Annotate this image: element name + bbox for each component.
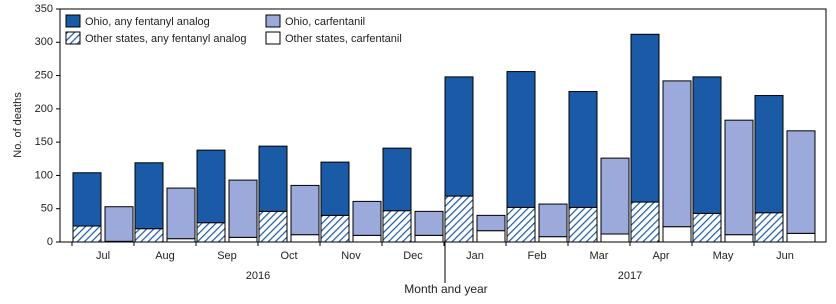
- x-tick-label: May: [713, 250, 734, 262]
- bar-segment: [258, 145, 288, 212]
- legend-label: Other states, any fentanyl analog: [85, 33, 246, 45]
- y-tick-label: 0: [47, 236, 53, 248]
- bar-segment: [258, 210, 288, 243]
- bar-segment: [352, 200, 382, 236]
- bar-segment: [134, 162, 164, 230]
- bar-segment: [600, 157, 630, 235]
- x-tick-label: Apr: [652, 250, 669, 262]
- bar-segment: [662, 226, 692, 243]
- bar-segment: [506, 71, 536, 208]
- bar-segment: [196, 149, 226, 224]
- bar-segment: [320, 161, 350, 216]
- x-tick-label: Aug: [155, 250, 175, 262]
- bar-segment: [104, 206, 134, 242]
- legend-swatch: [65, 31, 81, 45]
- y-tick-label: 200: [35, 103, 53, 115]
- bar-segment: [382, 147, 412, 212]
- y-tick-label: 100: [35, 169, 53, 181]
- x-tick-label: Oct: [280, 250, 297, 262]
- y-tick-label: 350: [35, 3, 53, 15]
- bar-segment: [692, 76, 722, 214]
- x-tick-label: Mar: [590, 250, 609, 262]
- bar-segment: [72, 172, 102, 227]
- bar-segment: [134, 228, 164, 243]
- bar-segment: [476, 214, 506, 232]
- bar-segment: [444, 195, 474, 243]
- x-tick-label: Nov: [341, 250, 361, 262]
- bar-segment: [414, 234, 444, 243]
- bar-segment: [754, 95, 784, 214]
- bar-segment: [754, 212, 784, 243]
- bar-segment: [786, 130, 816, 234]
- y-tick-label: 300: [35, 36, 53, 48]
- bar-segment: [600, 233, 630, 243]
- bar-segment: [724, 119, 754, 236]
- bar-segment: [444, 76, 474, 197]
- y-tick-label: 50: [41, 203, 53, 215]
- x-tick-label: Sep: [217, 250, 237, 262]
- bar-segment: [786, 232, 816, 243]
- bar-segment: [352, 234, 382, 243]
- legend-label: Ohio, any fentanyl analog: [85, 16, 210, 28]
- bar-segment: [538, 203, 568, 238]
- bar-segment: [568, 206, 598, 243]
- legend-swatch: [265, 14, 281, 28]
- bar-segment: [320, 214, 350, 243]
- x-tick-label: Dec: [403, 250, 423, 262]
- bar-segment: [72, 225, 102, 243]
- bar-segment: [414, 210, 444, 236]
- bar-segment: [196, 222, 226, 243]
- bar-segment: [506, 206, 536, 243]
- legend-label: Ohio, carfentanil: [285, 16, 365, 28]
- bar-segment: [166, 187, 196, 240]
- y-tick-label: 250: [35, 69, 53, 81]
- x-tick-label: Jun: [776, 250, 794, 262]
- year-label: 2017: [618, 270, 642, 282]
- legend-swatch: [265, 31, 281, 45]
- bar-segment: [228, 179, 258, 238]
- bar-segment: [228, 236, 258, 243]
- legend-swatch: [65, 14, 81, 28]
- bar-segment: [382, 210, 412, 243]
- x-tick-label: Feb: [528, 250, 547, 262]
- x-tick-label: Jul: [96, 250, 110, 262]
- bar-segment: [724, 234, 754, 243]
- bar-segment: [290, 184, 320, 236]
- bar-segment: [538, 236, 568, 243]
- y-tick-label: 150: [35, 136, 53, 148]
- x-tick-label: Jan: [466, 250, 484, 262]
- bar-segment: [692, 212, 722, 243]
- bar-segment: [290, 234, 320, 243]
- year-label: 2016: [246, 270, 270, 282]
- bar-segment: [662, 80, 692, 228]
- bar-segment: [630, 33, 660, 203]
- x-axis-title: Month and year: [404, 282, 487, 296]
- bar-segment: [630, 201, 660, 243]
- y-axis-title: No. of deaths: [12, 92, 24, 158]
- bar-segment: [476, 230, 506, 243]
- bar-segment: [568, 91, 598, 208]
- legend-label: Other states, carfentanil: [285, 33, 402, 45]
